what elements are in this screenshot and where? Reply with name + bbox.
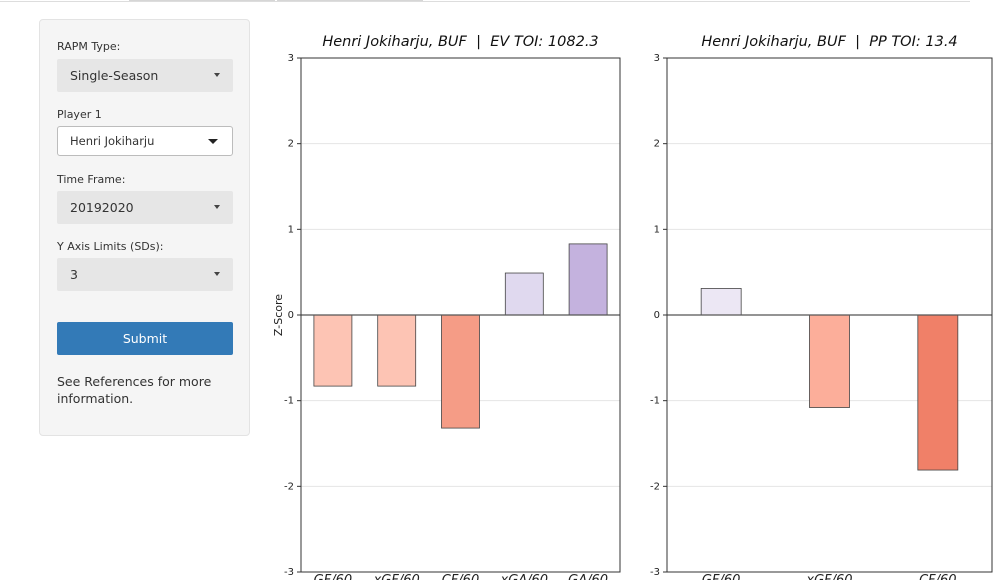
bar [504, 272, 544, 316]
y-tick-label: -2 [284, 481, 294, 492]
input-sidebar: RAPM Type: Single-Season Player 1 Henri … [39, 19, 250, 436]
chart-title: Henri Jokiharju, BUF | PP TOI: 13.4 [701, 34, 957, 50]
y-limits-value: 3 [70, 267, 78, 282]
chart-2: 3 2 1 0 -1 -2 -3 GF/60 xGF/60 CF/60 Henri Jokiharj… [650, 34, 993, 580]
y-tick-label: 0 [654, 310, 660, 321]
rapm-type-select[interactable]: Single-Season [57, 59, 233, 92]
y-limits-label: Y Axis Limits (SDs): [57, 240, 164, 253]
time-frame-label: Time Frame: [57, 173, 126, 186]
x-tick-label: xGF/60 [373, 573, 420, 580]
plot-frame [666, 57, 993, 573]
caret-down-icon [214, 205, 220, 209]
rapm-type-label: RAPM Type: [57, 40, 121, 53]
bar [700, 288, 742, 316]
bar [377, 314, 417, 387]
y-tick-label: -1 [650, 396, 660, 407]
player1-label: Player 1 [57, 108, 102, 121]
y-tick-label: 3 [654, 53, 660, 64]
y-tick-label: -1 [284, 396, 294, 407]
x-tick-label: CF/60 [442, 573, 479, 580]
player1-value: Henri Jokiharju [70, 134, 155, 148]
y-tick-label: -2 [650, 481, 660, 492]
chart-1: 3 2 1 0 -1 -2 -3 GF/60 xGF/60 CF/60 xGA/60 GA/60 Hen… [272, 34, 621, 580]
tab-strip [0, 0, 970, 2]
player1-select[interactable]: Henri Jokiharju [57, 126, 233, 156]
x-tick-label: CF/60 [919, 573, 956, 580]
y-tick-label: 3 [288, 53, 294, 64]
y-tick-label: 1 [288, 224, 294, 235]
bar [917, 314, 959, 471]
y-tick-label: -3 [650, 567, 660, 578]
time-frame-value: 20192020 [70, 200, 134, 215]
x-tick-label: GA/60 [568, 573, 608, 580]
x-tick-label: xGF/60 [805, 573, 852, 580]
x-tick-label: GF/60 [314, 573, 352, 580]
caret-down-icon [208, 139, 218, 144]
x-tick-label: xGA/60 [500, 573, 549, 580]
caret-down-icon [214, 73, 220, 77]
y-axis-label: Z-Score [272, 294, 285, 336]
time-frame-select[interactable]: 20192020 [57, 191, 233, 224]
bar [809, 314, 850, 408]
x-tick-label: GF/60 [702, 573, 740, 580]
y-tick-label: 1 [654, 224, 660, 235]
y-limits-select[interactable]: 3 [57, 258, 233, 291]
plot-frame [300, 57, 621, 573]
references-note: See References for more information. [57, 374, 212, 406]
tab-underline [0, 1, 970, 2]
bar [568, 243, 608, 316]
y-tick-label: 0 [288, 310, 294, 321]
caret-down-icon [214, 272, 220, 276]
rapm-type-value: Single-Season [70, 68, 159, 83]
bar [441, 314, 480, 429]
chart-title: Henri Jokiharju, BUF | EV TOI: 1082.3 [322, 34, 598, 50]
y-tick-label: 2 [654, 139, 660, 150]
submit-button[interactable]: Submit [57, 322, 233, 355]
y-tick-label: 2 [288, 139, 294, 150]
bar [313, 314, 353, 387]
y-tick-label: -3 [284, 567, 294, 578]
